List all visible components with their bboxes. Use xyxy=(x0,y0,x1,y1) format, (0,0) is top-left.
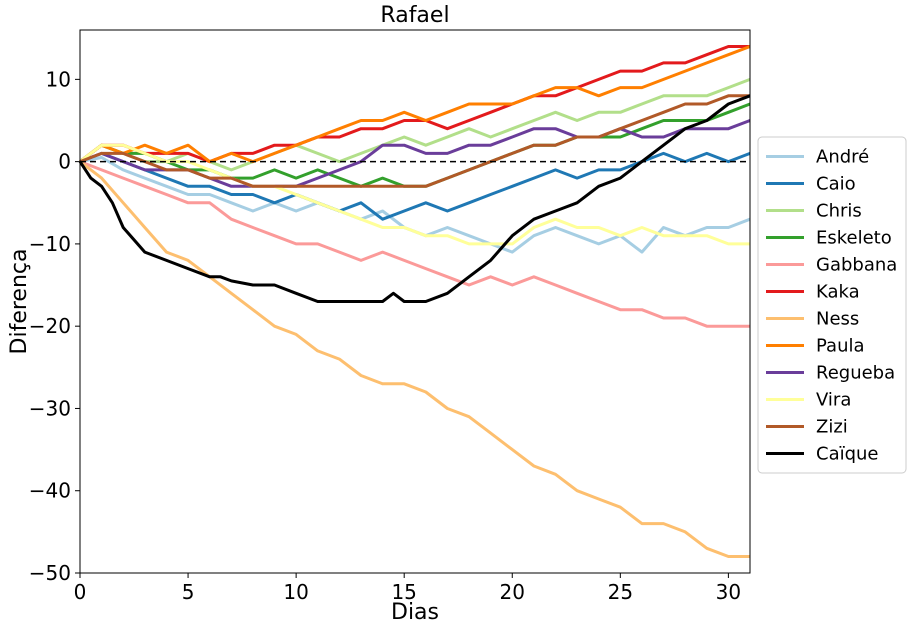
legend-label: Kaka xyxy=(816,282,860,303)
x-tick-label: 15 xyxy=(391,580,416,604)
legend-label: Vira xyxy=(816,390,851,411)
y-tick-label: 10 xyxy=(46,67,71,91)
series-line xyxy=(79,160,750,558)
y-tick-label: −10 xyxy=(29,232,71,256)
legend-label: Caio xyxy=(816,174,856,195)
y-tick-label: −20 xyxy=(29,314,71,338)
series-line xyxy=(78,94,751,303)
x-tick-label: 0 xyxy=(74,580,87,604)
y-axis: −50 −40 −30 −20 −10 0 10 xyxy=(29,67,80,585)
legend: André Caio Chris Eskeleto Gabbana Kaka Ness Pau… xyxy=(757,136,907,474)
x-axis: 0 5 10 15 20 25 30 xyxy=(74,573,741,604)
legend-label: André xyxy=(816,147,869,168)
legend-label: Ness xyxy=(816,309,859,330)
y-tick-label: −50 xyxy=(29,561,71,585)
plot-frame xyxy=(79,29,751,574)
legend-label: Eskeleto xyxy=(816,228,892,249)
legend-label: Gabbana xyxy=(816,255,897,276)
y-tick-label: 0 xyxy=(58,150,71,174)
y-tick-label: −40 xyxy=(29,479,71,503)
series-line xyxy=(79,94,750,188)
legend-label: Paula xyxy=(816,336,865,357)
legend-label: Regueba xyxy=(816,363,895,384)
series-line xyxy=(79,45,751,164)
x-tick-label: 20 xyxy=(500,580,525,604)
y-tick-label: −30 xyxy=(29,396,71,420)
legend-label: Chris xyxy=(816,201,862,222)
legend-label: Caïque xyxy=(816,444,879,465)
series-line xyxy=(79,160,750,328)
series-line xyxy=(79,45,750,164)
x-tick-label: 25 xyxy=(608,580,633,604)
chart-title: Rafael xyxy=(380,3,449,28)
x-tick-label: 5 xyxy=(182,580,195,604)
series-layer xyxy=(78,45,751,558)
x-tick-label: 10 xyxy=(283,580,308,604)
x-axis-title: Dias xyxy=(391,600,439,625)
x-tick-label: 30 xyxy=(716,580,741,604)
legend-box xyxy=(757,136,907,474)
y-axis-title: Diferença xyxy=(7,249,32,355)
legend-label: Zizi xyxy=(816,417,848,438)
series-line xyxy=(79,143,750,246)
